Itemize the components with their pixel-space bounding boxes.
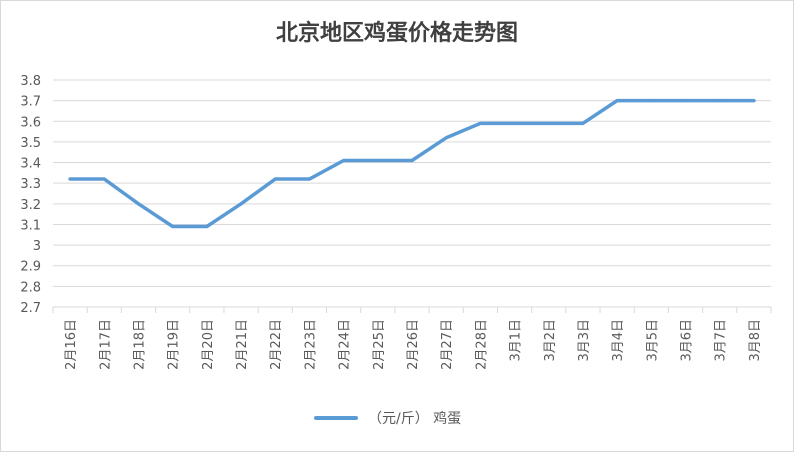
x-tick-label: 2月18日 xyxy=(132,319,147,370)
legend: （元/斤） 鸡蛋 xyxy=(314,408,461,428)
data-point xyxy=(444,136,448,140)
y-tick-label: 2.8 xyxy=(20,280,41,295)
data-point xyxy=(547,121,551,125)
y-tick-label: 3.2 xyxy=(20,198,41,213)
x-tick-label: 2月19日 xyxy=(167,319,182,370)
x-tick-label: 2月17日 xyxy=(98,319,113,370)
data-point xyxy=(205,225,209,229)
series-line xyxy=(68,98,756,229)
y-tick-label: 3.8 xyxy=(20,74,41,89)
data-point xyxy=(102,177,106,181)
x-tick-label: 3月8日 xyxy=(748,319,763,362)
legend-swatch xyxy=(314,416,358,420)
data-point xyxy=(68,177,72,181)
x-tick-label: 2月28日 xyxy=(474,319,489,370)
chart-title: 北京地区鸡蛋价格走势图 xyxy=(275,21,518,46)
x-tick-label: 2月23日 xyxy=(303,319,318,370)
x-tick-label: 3月6日 xyxy=(680,319,695,362)
x-tick-label: 2月27日 xyxy=(440,319,455,370)
x-tick-label: 2月16日 xyxy=(64,319,79,370)
y-tick-label: 3.1 xyxy=(20,218,41,233)
y-tick-label: 2.9 xyxy=(20,260,41,275)
y-tick-label: 3.3 xyxy=(20,177,41,192)
y-tick-label: 3.4 xyxy=(20,157,41,172)
data-point xyxy=(615,99,619,103)
x-tick-label: 2月24日 xyxy=(338,319,353,370)
x-tick-label: 2月22日 xyxy=(269,319,284,370)
data-point xyxy=(513,121,517,125)
x-tick-label: 3月4日 xyxy=(611,319,626,362)
data-point xyxy=(273,177,277,181)
data-point xyxy=(752,99,756,103)
y-tick-label: 3 xyxy=(33,239,41,254)
x-tick-label: 2月20日 xyxy=(201,319,216,370)
x-tick-label: 3月1日 xyxy=(509,319,524,362)
x-tick-label: 2月25日 xyxy=(372,319,387,370)
data-point xyxy=(718,99,722,103)
y-tick-label: 3.7 xyxy=(20,95,41,110)
data-point xyxy=(239,202,243,206)
data-point xyxy=(342,158,346,162)
x-tick-label: 2月21日 xyxy=(235,319,250,370)
x-tick-label: 3月2日 xyxy=(543,319,558,362)
data-point xyxy=(649,99,653,103)
data-point xyxy=(376,158,380,162)
y-tick-label: 3.6 xyxy=(20,115,41,130)
legend-label: （元/斤） 鸡蛋 xyxy=(368,411,462,427)
y-tick-label: 3.5 xyxy=(20,136,41,151)
x-tick-label: 3月3日 xyxy=(577,319,592,362)
data-point xyxy=(136,202,140,206)
data-point xyxy=(171,225,175,229)
data-point xyxy=(581,121,585,125)
y-tick-label: 2.7 xyxy=(20,301,41,316)
x-tick-label: 3月5日 xyxy=(645,319,660,362)
data-point xyxy=(410,158,414,162)
x-tick-label: 3月7日 xyxy=(714,319,729,362)
data-point xyxy=(684,99,688,103)
data-point xyxy=(307,177,311,181)
x-tick-label: 2月26日 xyxy=(406,319,421,370)
data-point xyxy=(478,121,482,125)
